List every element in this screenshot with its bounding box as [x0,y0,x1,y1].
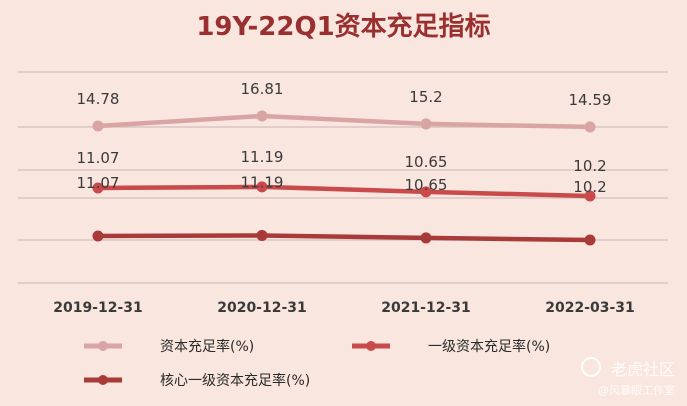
data-label: 15.2 [409,88,442,106]
data-point [256,110,268,122]
data-label: 11.07 [77,174,120,192]
legend-item: 核心一级资本充足率(%) [84,372,310,389]
data-point [256,229,268,241]
data-point [584,190,596,202]
chart-title: 19Y-22Q1资本充足指标 [196,12,491,42]
data-point [584,121,596,133]
data-point [92,120,104,132]
data-label: 10.65 [405,176,448,194]
data-point [420,232,432,244]
x-tick-label: 2019-12-31 [53,300,143,316]
data-label: 11.07 [77,149,120,167]
data-point [420,186,432,198]
watermark-logo-icon [581,357,601,377]
x-axis-ticks: 2019-12-31 2020-12-31 2021-12-31 2022-03-31 [53,300,635,316]
data-point [420,118,432,130]
series-line [97,113,591,130]
grid [18,71,668,284]
data-label: 11.19 [241,173,284,191]
legend: 资本充足率(%) 一级资本充足率(%) 核心一级资本充足率(%) [84,338,550,389]
data-point [256,181,268,193]
watermark-subtext: @风暴眼工作室 [598,384,675,397]
series-3: 11.07 11.19 10.65 10.2 [77,173,607,246]
x-tick-label: 2020-12-31 [217,300,307,316]
legend-item: 一级资本充足率(%) [352,338,550,355]
legend-label: 核心一级资本充足率(%) [160,372,310,389]
legend-swatch-marker [98,375,108,385]
data-label: 14.59 [569,91,612,109]
data-label: 14.78 [77,90,120,108]
series-line [97,233,591,243]
watermark-text: 老虎社区 [610,360,675,379]
legend-label: 一级资本充足率(%) [428,338,550,355]
data-label: 10.2 [573,178,606,196]
series-1: 14.78 16.81 15.2 14.59 [77,80,612,133]
legend-swatch-marker [366,341,376,351]
data-label: 10.65 [405,153,448,171]
series-2: 11.07 11.19 10.65 10.2 [77,148,607,202]
legend-item: 资本充足率(%) [84,338,254,355]
data-label: 16.81 [241,80,284,98]
legend-label: 资本充足率(%) [160,338,254,355]
series-line [97,184,591,199]
data-label: 11.19 [241,148,284,166]
data-point [584,234,596,246]
data-point [92,182,104,194]
legend-swatch-marker [98,341,108,351]
data-point [92,230,104,242]
x-tick-label: 2021-12-31 [381,300,471,316]
x-tick-label: 2022-03-31 [545,300,635,316]
data-label: 10.2 [573,157,606,175]
